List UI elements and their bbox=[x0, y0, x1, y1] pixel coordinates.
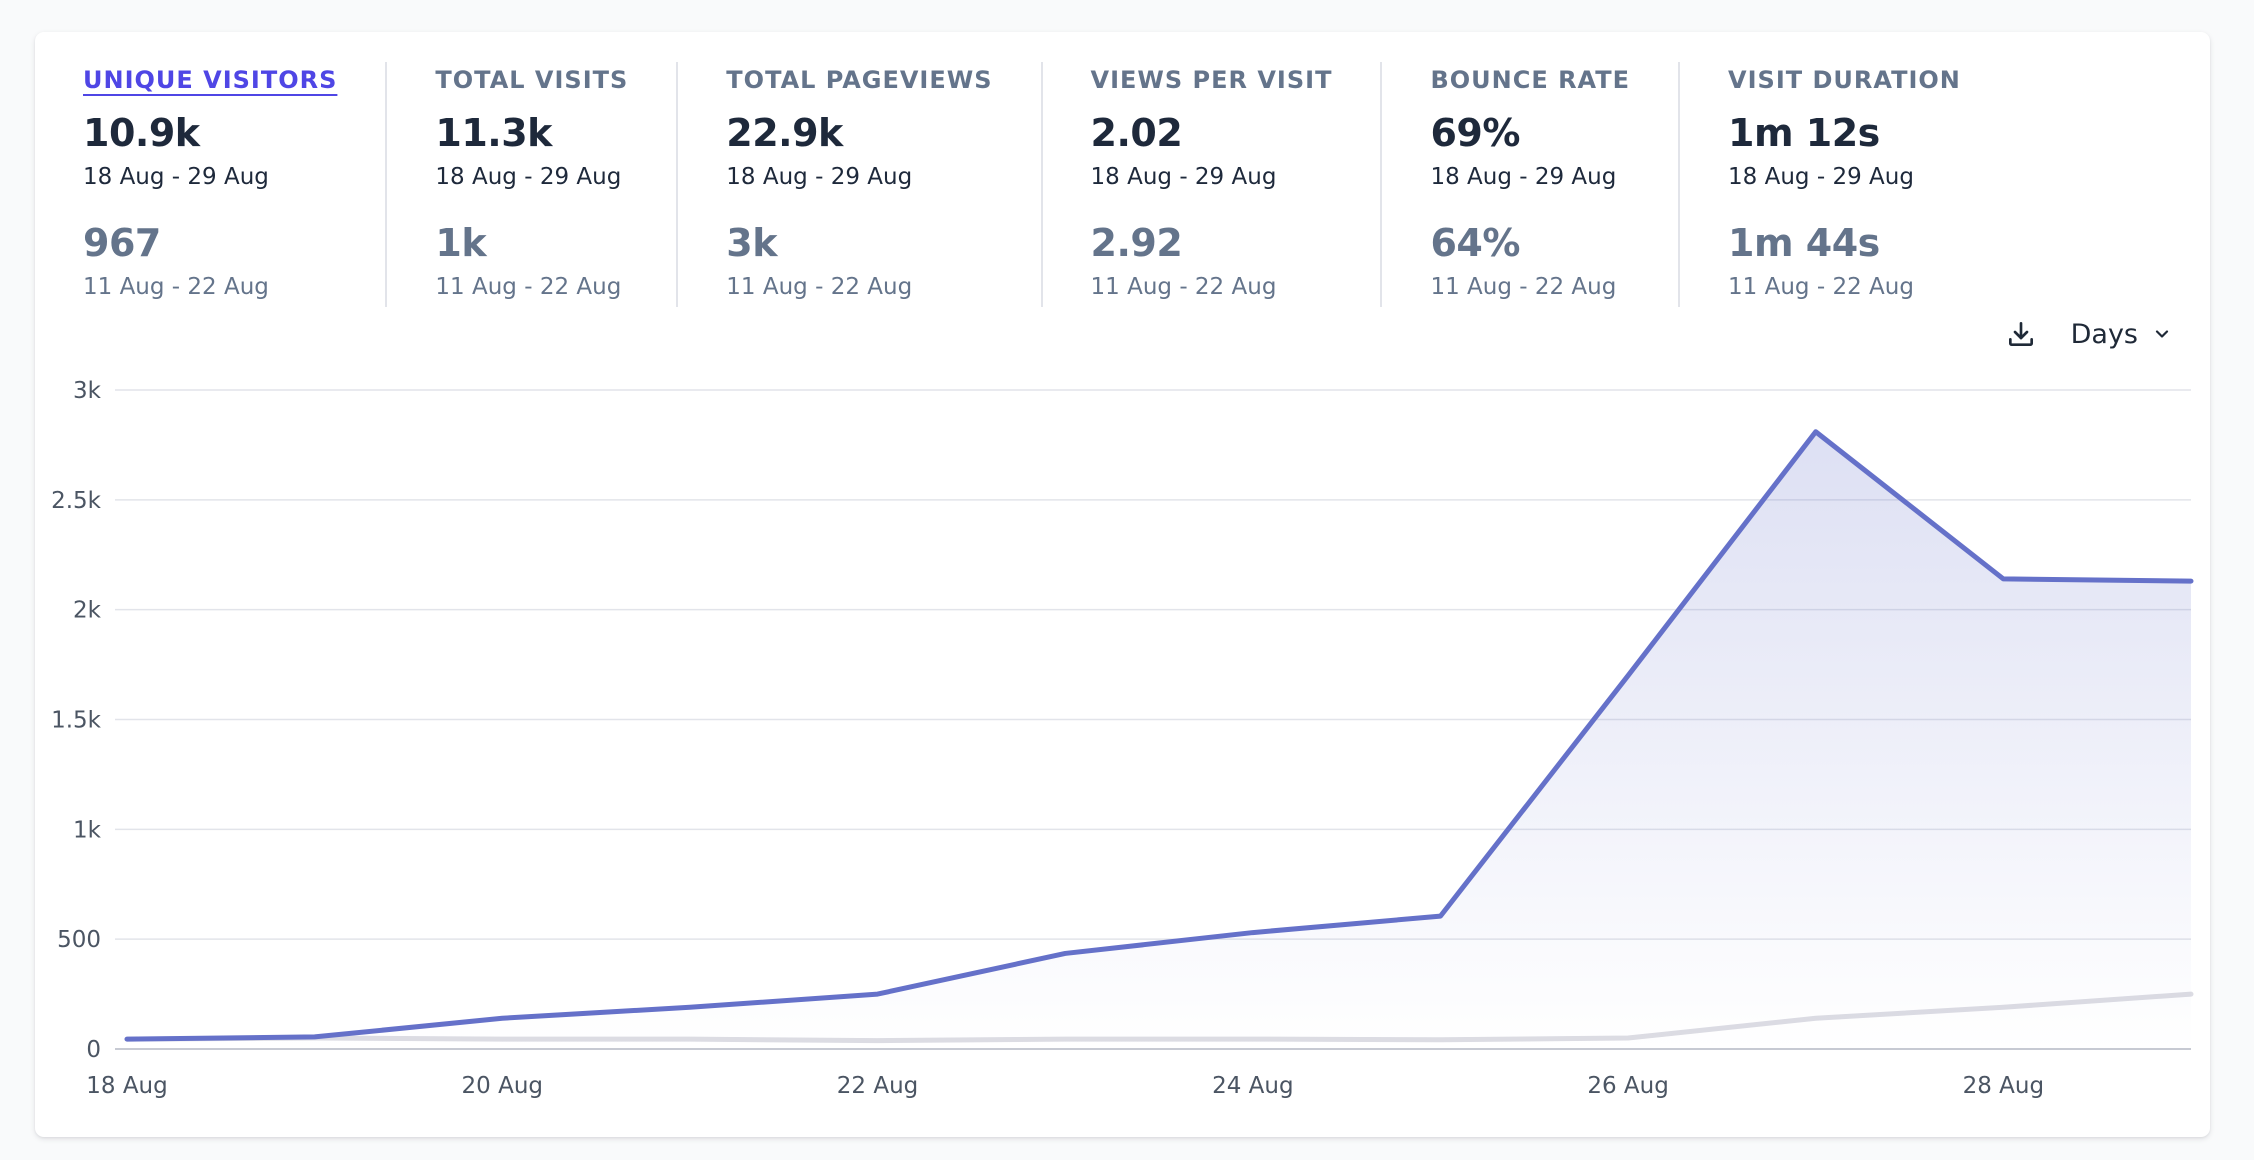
dashboard-card: UNIQUE VISITORS 10.9k 18 Aug - 29 Aug 96… bbox=[35, 32, 2210, 1137]
y-tick-label: 0 bbox=[86, 1037, 101, 1063]
y-axis-ticks: 0 500 1k 1.5k 2k 2.5k 3k bbox=[51, 378, 102, 1063]
y-tick-label: 1.5k bbox=[51, 708, 102, 734]
y-tick-label: 500 bbox=[57, 927, 101, 953]
x-tick-label: 22 Aug bbox=[837, 1073, 919, 1099]
x-tick-label: 18 Aug bbox=[86, 1073, 168, 1099]
x-tick-label: 26 Aug bbox=[1587, 1073, 1669, 1099]
x-axis-ticks: 18 Aug 20 Aug 22 Aug 24 Aug 26 Aug 28 Aug bbox=[86, 1073, 2044, 1099]
y-tick-label: 2.5k bbox=[51, 488, 102, 514]
y-tick-label: 2k bbox=[73, 598, 102, 624]
main-series-area bbox=[127, 432, 2191, 1049]
series-lines bbox=[127, 432, 2191, 1049]
x-tick-label: 20 Aug bbox=[462, 1073, 544, 1099]
y-tick-label: 1k bbox=[73, 817, 102, 843]
x-tick-label: 24 Aug bbox=[1212, 1073, 1294, 1099]
y-tick-label: 3k bbox=[73, 378, 102, 404]
visitors-chart: 0 500 1k 1.5k 2k 2.5k 3k 18 Aug 20 Aug 22 Aug 24 … bbox=[35, 32, 2210, 1137]
x-tick-label: 28 Aug bbox=[1963, 1073, 2045, 1099]
